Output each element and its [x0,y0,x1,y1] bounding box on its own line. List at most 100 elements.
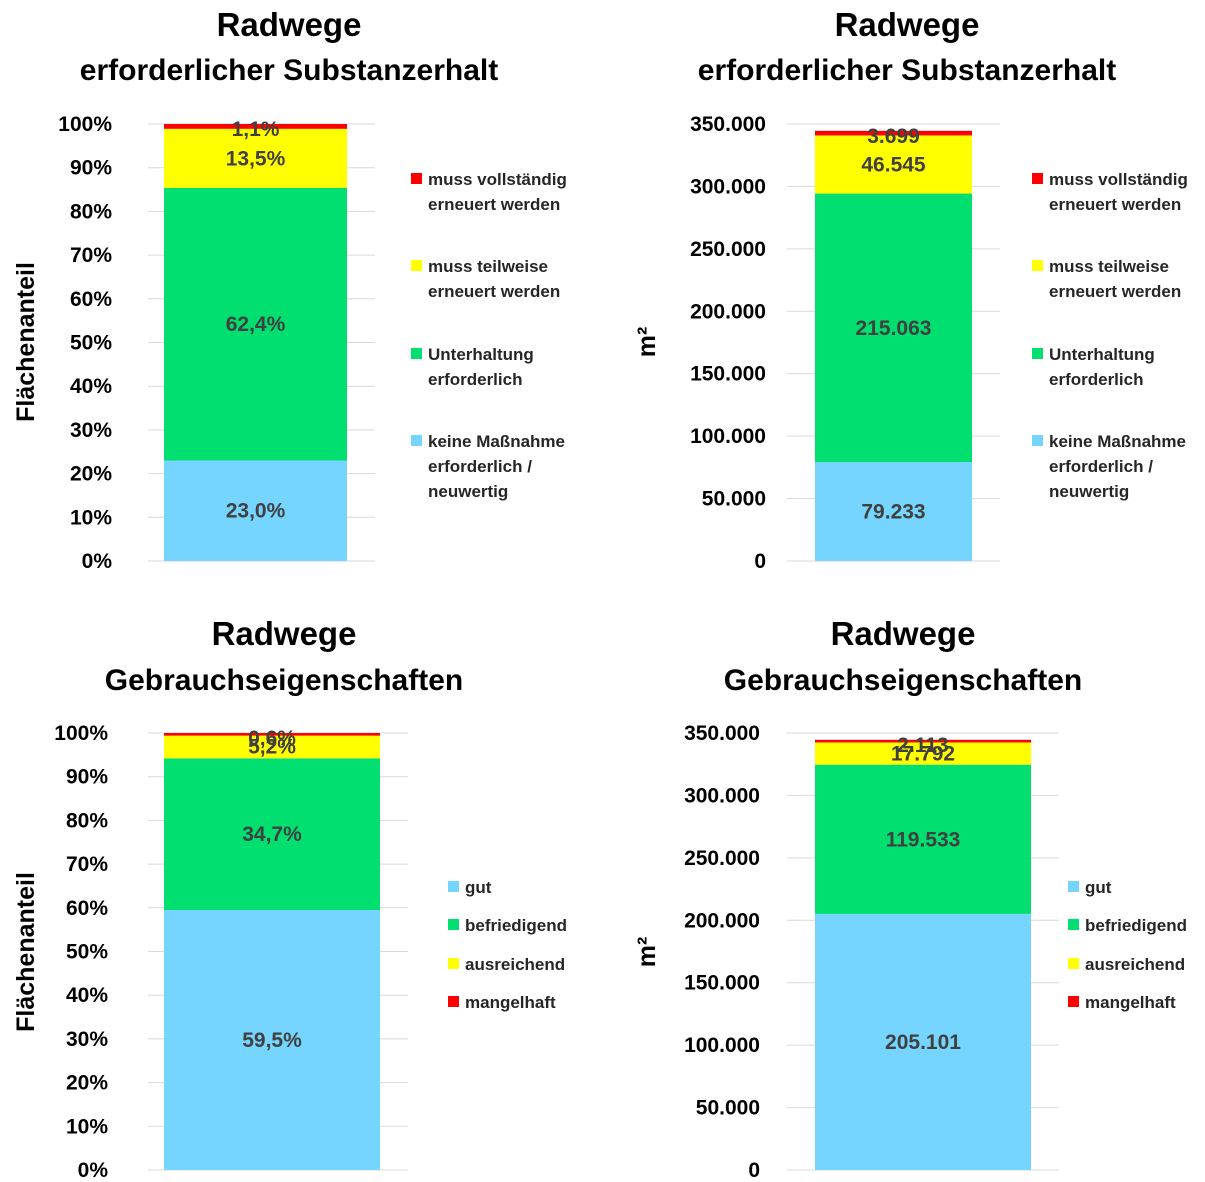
chart-subtitle: erforderlicher Substanzerhalt [698,54,1116,87]
legend-swatch [1032,435,1043,446]
chart-title: Radwege [835,6,980,43]
data-label: 119.533 [886,828,961,851]
y-tick-label: 40% [66,984,108,1007]
legend-label: neuwertig [428,482,508,501]
y-axis-label: m² [633,327,661,358]
y-tick-label: 20% [66,1072,108,1095]
bar-segment-muss-teilweise-erneuert-werden [815,135,972,194]
legend-swatch [1068,996,1079,1007]
legend-swatch [1068,958,1079,969]
chart-3: Radwege Gebrauchseigenschaften 0% 10% 20% 30%… [12,615,567,1182]
y-tick-label: 50% [70,332,112,355]
y-tick-label: 70% [66,853,108,876]
y-tick-label: 50.000 [696,1097,760,1120]
legend-label: gut [465,878,492,897]
chart-subtitle: erforderlicher Substanzerhalt [80,54,498,87]
y-tick-label: 50% [66,941,108,964]
legend-label: ausreichend [465,955,565,974]
y-tick-label: 50.000 [702,488,766,511]
y-tick-label: 150.000 [690,363,766,386]
legend-swatch [411,173,422,184]
legend-swatch [1032,173,1043,184]
y-tick-label: 10% [70,506,112,529]
data-label: 79.233 [861,501,925,524]
data-label: 2.113 [897,734,948,757]
bar-segment-ausreichend [164,735,380,759]
y-tick-label: 350.000 [690,113,766,136]
legend-label: befriedigend [465,916,567,935]
legend-swatch [448,919,459,930]
y-tick-label: 90% [70,157,112,180]
y-tick-label: 250.000 [690,238,766,261]
legend-label: gut [1085,878,1112,897]
y-tick-label: 90% [66,766,108,789]
bar-segment-befriedigend [164,758,380,910]
bar-segment-ausreichend [815,742,1031,765]
y-tick-label: 80% [70,200,112,223]
legend-label: erneuert werden [428,282,560,301]
legend-label: mangelhaft [465,993,556,1012]
y-tick-label: 300.000 [684,784,760,807]
legend-swatch [1032,260,1043,271]
bar-segment-mangelhaft [164,733,380,736]
data-label: 23,0% [226,500,286,523]
chart-title: Radwege [217,6,362,43]
chart-4: Radwege Gebrauchseigenschaften 0 50.000 100.… [633,615,1187,1182]
data-label: 46.545 [861,153,926,176]
legend-label: ausreichend [1085,955,1185,974]
y-tick-label: 150.000 [684,972,760,995]
y-tick-label: 100% [58,113,112,136]
legend-label: erneuert werden [428,195,560,214]
legend-label: erforderlich [1049,370,1143,389]
y-tick-label: 100.000 [684,1034,760,1057]
y-tick-label: 250.000 [684,847,760,870]
y-axis-label: Flächenanteil [12,262,40,422]
data-label: 3.699 [867,125,920,148]
chart-subtitle: Gebrauchseigenschaften [105,664,463,697]
legend-swatch [448,958,459,969]
legend-label: neuwertig [1049,482,1129,501]
legend-label: muss vollständig [428,170,567,189]
legend-label: erforderlich [428,370,522,389]
y-tick-label: 30% [66,1028,108,1051]
data-label: 215.063 [856,317,932,340]
y-tick-label: 80% [66,809,108,832]
y-tick-label: 0 [754,550,766,573]
data-label: 1,1% [232,118,280,141]
y-tick-label: 300.000 [690,175,766,198]
data-label: 205.101 [885,1031,961,1054]
bar-segment-gut [164,909,380,1170]
bar-segment-mangelhaft [815,739,1031,743]
data-label: 59,5% [242,1029,302,1052]
legend-swatch [411,348,422,359]
chart-title: Radwege [212,615,357,652]
y-tick-label: 0% [82,550,113,573]
y-tick-label: 350.000 [684,722,760,745]
bar-segment-muss-vollständig-erneuert-werden [815,130,972,136]
bar-segment-unterhaltung-erforderlich [815,193,972,463]
data-label: 0,6% [248,727,296,750]
chart-subtitle: Gebrauchseigenschaften [724,664,1082,697]
chart-2: Radwege erforderlicher Substanzerhalt 0 50.… [633,6,1188,573]
legend-label: muss vollständig [1049,170,1188,189]
legend-swatch [411,435,422,446]
legend-label: keine Maßnahme [428,432,565,451]
y-tick-label: 10% [66,1115,108,1138]
legend-swatch [411,260,422,271]
y-tick-label: 0% [78,1159,109,1182]
legend-label: befriedigend [1085,916,1187,935]
legend-label: Unterhaltung [1049,345,1155,364]
legend-label: erneuert werden [1049,195,1181,214]
chart-1: Radwege erforderlicher Substanzerhalt 0% 10… [12,6,567,573]
data-label: 5,2% [248,736,296,759]
legend-label: erforderlich / [428,457,532,476]
y-axis-label: m² [633,937,661,968]
y-tick-label: 100.000 [690,425,766,448]
y-tick-label: 20% [70,463,112,486]
data-label: 17.792 [891,742,955,765]
y-tick-label: 200.000 [690,300,766,323]
bar-segment-keine-maßnahme-erforderlich-neuwertig [164,460,347,561]
y-axis-label: Flächenanteil [12,872,40,1032]
legend-swatch [1068,881,1079,892]
legend-label: mangelhaft [1085,993,1176,1012]
